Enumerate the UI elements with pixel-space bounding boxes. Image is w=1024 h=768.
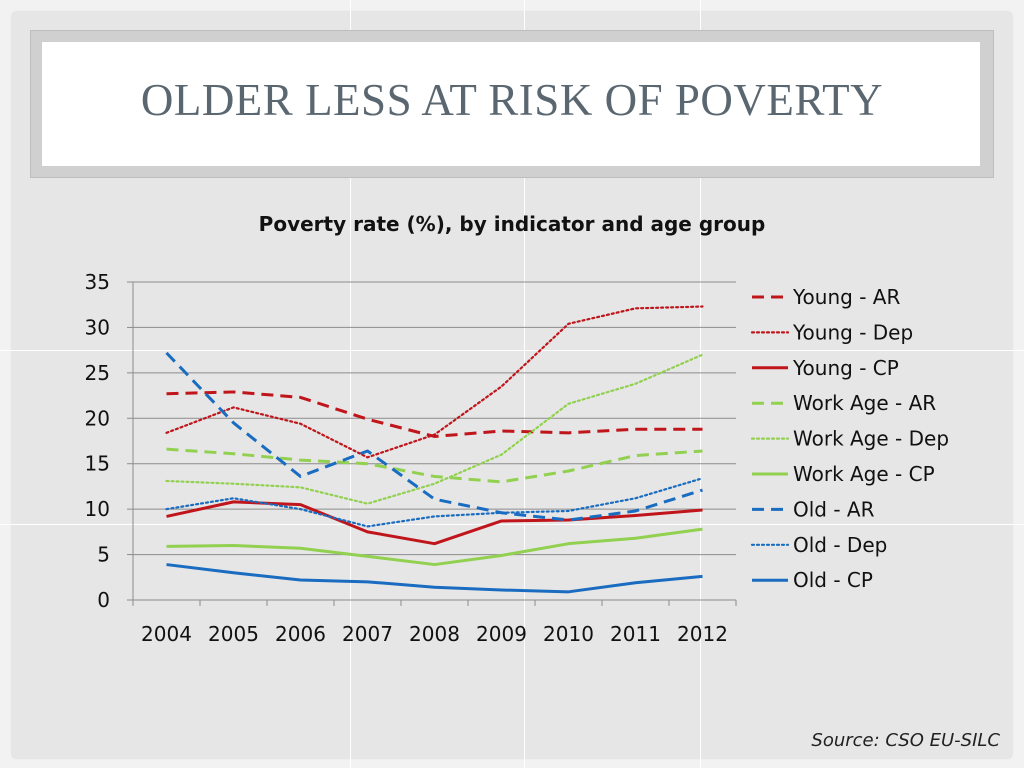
chart-legend: Young - AR Young - Dep Young - CP Work Age … (750, 285, 949, 592)
legend-label: Young - Dep (792, 320, 913, 344)
y-tick-label: 25 (85, 361, 110, 385)
y-tick-labels: 0 5 10 15 20 25 30 35 (85, 270, 110, 612)
y-tick-label: 15 (85, 452, 110, 476)
y-tick-label: 20 (85, 406, 110, 430)
series-line-young-ar (166, 390, 703, 438)
slide-title: OLDER LESS AT RISK OF POVERTY (140, 75, 884, 125)
legend-label: Young - AR (792, 285, 900, 309)
legend-label: Work Age - Dep (793, 427, 949, 451)
x-tick-label: 2012 (677, 622, 728, 646)
series-line-work-age-ar (166, 447, 703, 484)
legend-label: Work Age - AR (793, 391, 936, 415)
y-tick-label: 5 (97, 543, 110, 567)
background-grid-line (524, 0, 525, 768)
background-grid-line (0, 524, 1024, 525)
background-grid-line (0, 350, 1024, 351)
x-tick-label: 2009 (476, 622, 527, 646)
x-tick-label: 2006 (275, 622, 326, 646)
series-line-old-cp (166, 563, 703, 594)
legend-label: Old - Dep (793, 533, 887, 557)
background-grid-line (700, 0, 701, 768)
source-note: Source: CSO EU-SILC (811, 730, 1000, 751)
x-tick-label: 2010 (543, 622, 594, 646)
y-tick-label: 10 (85, 497, 110, 521)
series-line-young-cp (166, 500, 703, 546)
x-tick-labels: 2004 2005 2006 2007 2008 2009 2010 2011 2012 (141, 622, 728, 646)
chart-title: Poverty rate (%), by indicator and age g… (259, 212, 766, 236)
legend-label: Young - CP (792, 356, 899, 380)
legend-label: Old - CP (793, 568, 873, 592)
x-tick-label: 2008 (409, 622, 460, 646)
title-box (42, 42, 980, 166)
x-tick-label: 2005 (208, 622, 259, 646)
y-tick-label: 0 (97, 588, 110, 612)
legend-label: Old - AR (793, 497, 875, 521)
chart-axes (127, 281, 737, 606)
y-tick-label: 35 (85, 270, 110, 294)
series-line-old-ar (165, 351, 703, 522)
chart-series (165, 305, 704, 594)
x-tick-label: 2011 (610, 622, 661, 646)
x-tick-label: 2007 (342, 622, 393, 646)
legend-label: Work Age - CP (793, 462, 935, 486)
series-line-work-age-cp (166, 527, 703, 567)
chart-gridlines (133, 281, 736, 556)
y-tick-label: 30 (85, 315, 110, 339)
background-grid-line (350, 0, 351, 768)
x-tick-label: 2004 (141, 622, 192, 646)
